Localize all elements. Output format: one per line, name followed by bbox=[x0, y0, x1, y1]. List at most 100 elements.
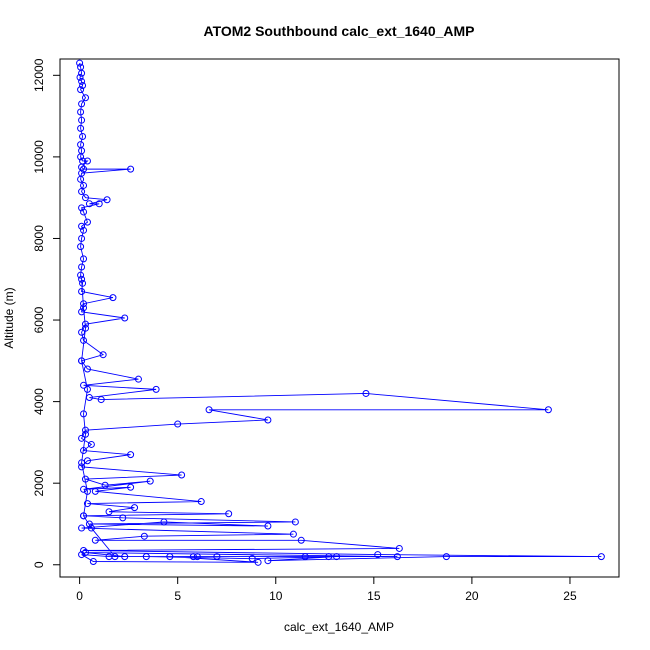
data-point bbox=[205, 406, 213, 414]
data-point bbox=[80, 208, 88, 216]
data-point bbox=[78, 77, 86, 85]
x-axis-label: calc_ext_1640_AMP bbox=[284, 620, 394, 634]
data-point bbox=[77, 271, 85, 279]
data-point bbox=[80, 165, 88, 173]
data-point bbox=[80, 336, 88, 344]
data-point bbox=[264, 557, 272, 565]
data-point bbox=[76, 59, 84, 67]
data-point bbox=[78, 287, 86, 295]
y-tick-label: 8000 bbox=[32, 225, 46, 252]
data-point bbox=[80, 300, 88, 308]
data-point bbox=[78, 459, 86, 467]
data-point bbox=[89, 558, 97, 565]
data-point bbox=[83, 365, 91, 373]
data-point bbox=[80, 485, 88, 493]
data-point bbox=[79, 82, 87, 90]
data-point bbox=[83, 500, 91, 508]
data-point bbox=[80, 381, 88, 389]
data-point bbox=[77, 86, 85, 94]
data-point bbox=[77, 153, 85, 161]
data-point bbox=[82, 194, 89, 202]
chart-title: ATOM2 Southbound calc_ext_1640_AMP bbox=[204, 23, 475, 39]
y-tick-label: 0 bbox=[32, 561, 46, 568]
data-point bbox=[82, 94, 89, 102]
data-point bbox=[301, 553, 309, 561]
data-point bbox=[442, 553, 450, 561]
data-point bbox=[80, 512, 88, 520]
data-point bbox=[289, 530, 297, 538]
data-point bbox=[362, 389, 370, 397]
data-point bbox=[78, 551, 86, 559]
x-axis: 0 5 10 15 20 25 bbox=[76, 576, 577, 603]
data-point bbox=[78, 100, 86, 108]
data-point bbox=[225, 510, 233, 518]
data-point bbox=[297, 536, 305, 544]
data-point bbox=[105, 508, 113, 516]
data-point bbox=[80, 226, 88, 234]
data-point bbox=[197, 498, 205, 506]
x-tick-label: 25 bbox=[563, 589, 577, 603]
y-tick-label: 12000 bbox=[32, 58, 46, 92]
data-point bbox=[97, 396, 105, 404]
data-point bbox=[80, 410, 88, 418]
data-point bbox=[91, 487, 99, 495]
data-point bbox=[85, 394, 93, 402]
data-point bbox=[374, 551, 382, 559]
data-series bbox=[76, 59, 605, 566]
data-point bbox=[78, 463, 86, 471]
x-tick-label: 15 bbox=[367, 589, 381, 603]
data-point bbox=[82, 324, 89, 332]
data-point bbox=[78, 234, 86, 242]
data-point bbox=[83, 385, 91, 393]
y-tick-label: 6000 bbox=[32, 306, 46, 333]
data-point bbox=[264, 416, 272, 424]
data-point bbox=[83, 487, 91, 495]
data-point bbox=[109, 294, 117, 302]
data-point bbox=[83, 218, 91, 226]
data-point bbox=[121, 314, 129, 322]
data-point bbox=[79, 279, 87, 287]
data-point bbox=[101, 481, 109, 489]
data-point bbox=[78, 116, 86, 124]
data-point bbox=[544, 406, 552, 414]
data-point bbox=[80, 546, 88, 554]
data-point bbox=[79, 133, 87, 140]
data-point bbox=[80, 181, 88, 189]
data-point bbox=[119, 514, 127, 522]
data-point bbox=[160, 518, 168, 526]
data-point bbox=[77, 175, 85, 183]
data-point bbox=[80, 304, 88, 312]
data-point bbox=[254, 558, 262, 566]
data-point bbox=[82, 320, 89, 328]
data-point bbox=[82, 549, 89, 557]
data-point bbox=[87, 524, 95, 532]
data-point bbox=[395, 544, 403, 552]
data-point bbox=[82, 430, 89, 438]
data-point bbox=[82, 426, 89, 434]
data-point bbox=[127, 165, 135, 173]
data-point bbox=[178, 471, 186, 479]
data-point bbox=[103, 196, 111, 204]
data-point bbox=[597, 553, 605, 561]
plot-frame bbox=[59, 58, 620, 578]
data-point bbox=[146, 477, 154, 485]
y-tick-label: 4000 bbox=[32, 388, 46, 415]
data-point bbox=[78, 357, 86, 365]
data-point bbox=[78, 204, 86, 212]
data-point bbox=[95, 200, 103, 208]
x-tick-label: 20 bbox=[465, 589, 479, 603]
data-point bbox=[85, 520, 93, 528]
data-point bbox=[166, 553, 174, 561]
data-point bbox=[78, 69, 86, 77]
data-point bbox=[333, 553, 341, 561]
x-tick-label: 10 bbox=[269, 589, 283, 603]
data-point bbox=[134, 375, 142, 383]
data-point bbox=[121, 553, 129, 561]
data-point bbox=[78, 263, 86, 271]
x-tick-label: 0 bbox=[76, 589, 83, 603]
data-point bbox=[78, 222, 86, 230]
data-point bbox=[393, 553, 401, 561]
series-line bbox=[79, 62, 602, 563]
data-point bbox=[142, 553, 150, 561]
data-point bbox=[140, 532, 148, 540]
